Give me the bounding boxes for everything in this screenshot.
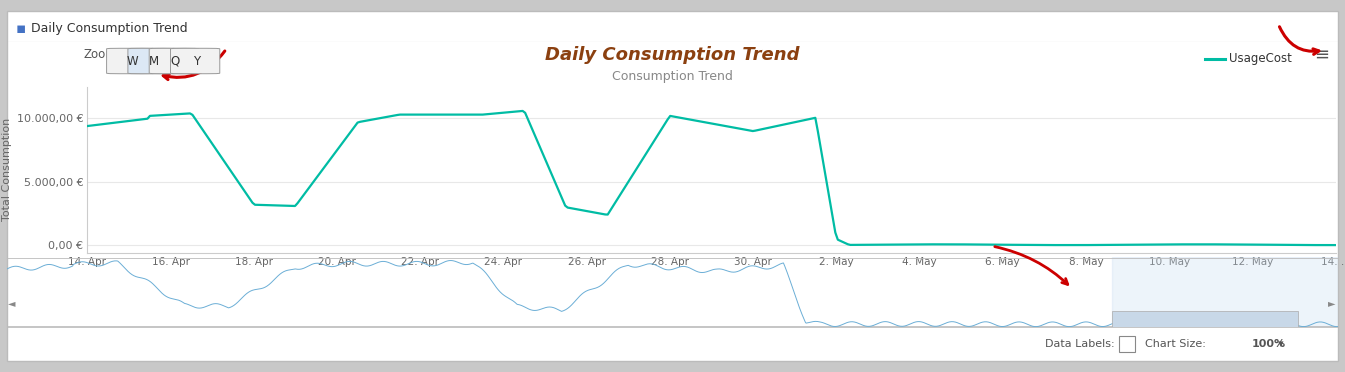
Text: Data Labels:: Data Labels: (1045, 339, 1115, 349)
Text: Chart Size:: Chart Size: (1145, 339, 1206, 349)
Text: ▪: ▪ (16, 20, 27, 36)
Bar (1119, 336, 1135, 353)
FancyBboxPatch shape (128, 48, 178, 74)
Text: Q: Q (171, 55, 180, 67)
Text: ≡: ≡ (1314, 45, 1329, 64)
Text: ►: ► (1328, 298, 1336, 308)
Text: Daily Consumption Trend: Daily Consumption Trend (31, 22, 187, 35)
Text: Y: Y (192, 55, 200, 67)
Bar (1112, 257, 1338, 327)
FancyBboxPatch shape (106, 48, 156, 74)
Text: ▾: ▾ (1278, 339, 1284, 349)
Text: W: W (126, 55, 139, 67)
Text: 100%: 100% (1252, 339, 1286, 349)
FancyBboxPatch shape (171, 48, 219, 74)
FancyBboxPatch shape (149, 48, 199, 74)
Bar (1112, 311, 1298, 331)
Text: Consumption Trend: Consumption Trend (612, 70, 733, 83)
Text: Zoom: Zoom (83, 48, 118, 61)
Text: M: M (149, 55, 159, 67)
Text: ◄: ◄ (8, 298, 16, 308)
Text: UsageCost: UsageCost (1229, 52, 1293, 65)
Y-axis label: Total Consumption: Total Consumption (3, 118, 12, 221)
Text: Daily Consumption Trend: Daily Consumption Trend (545, 45, 800, 64)
